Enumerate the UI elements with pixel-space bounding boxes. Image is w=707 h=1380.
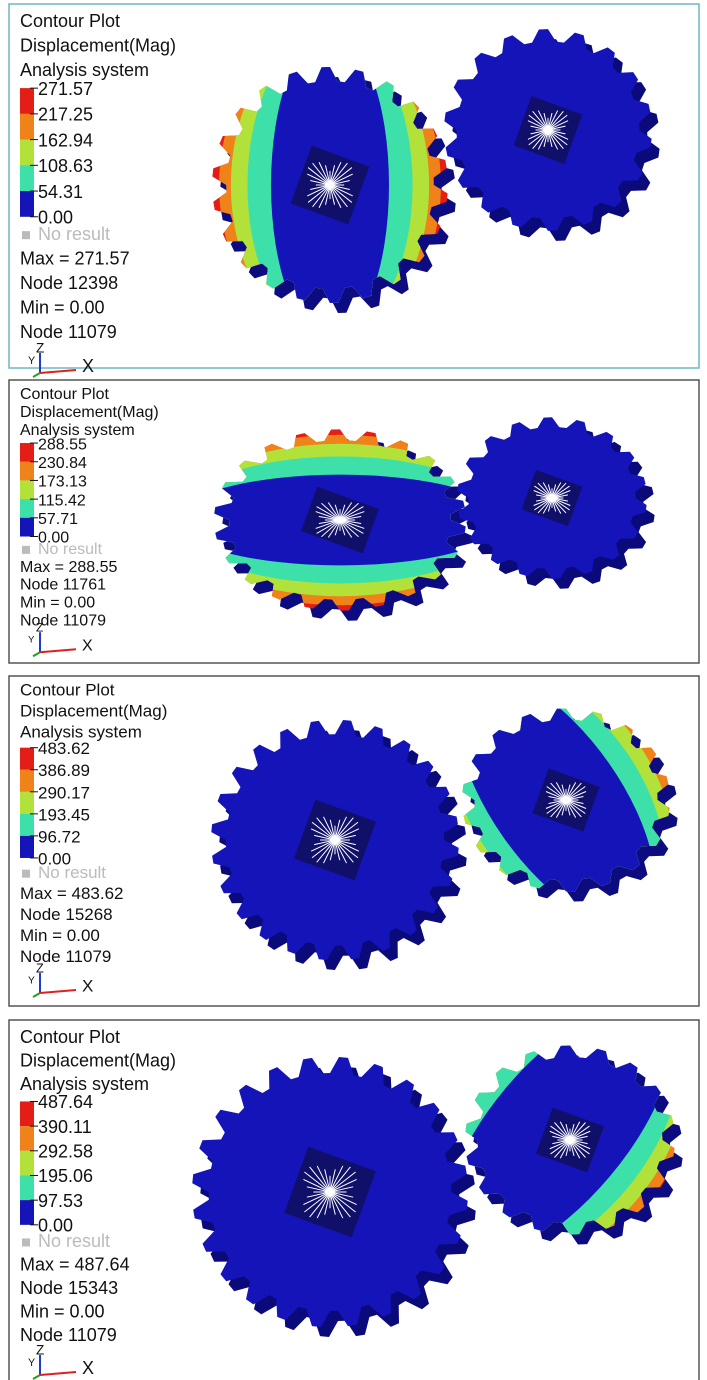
label: No result: [38, 863, 106, 882]
label: Y: [28, 976, 35, 987]
label: 193.45: [38, 805, 90, 824]
label: Min = 0.00: [20, 926, 100, 945]
label: Displacement(Mag): [20, 404, 159, 421]
label: Node 11079: [20, 612, 106, 629]
legend-swatch: [20, 191, 34, 217]
label: Node 15343: [20, 1278, 118, 1298]
no-result-swatch: [22, 1238, 30, 1246]
legend-swatch: [20, 1151, 34, 1176]
legend-swatch: [20, 518, 34, 537]
axis-z: [33, 373, 40, 377]
legend-swatch: [20, 836, 34, 858]
label: 97.53: [38, 1191, 83, 1211]
legend-swatch: [20, 1101, 34, 1126]
label: 217.25: [38, 105, 93, 125]
legend-swatch: [20, 480, 34, 499]
label: Displacement(Mag): [20, 1050, 176, 1070]
label: Displacement(Mag): [20, 701, 167, 720]
label: Y: [28, 1357, 35, 1369]
label: Z: [36, 620, 43, 634]
legend-swatch: [20, 499, 34, 518]
no-result-swatch: [22, 870, 30, 878]
label: Node 11761: [20, 577, 106, 594]
label: Max = 288.55: [20, 559, 118, 576]
label: Analysis system: [20, 60, 149, 80]
label: X: [82, 637, 93, 654]
legend-swatch: [20, 462, 34, 481]
label: 162.94: [38, 130, 93, 150]
label: Y: [28, 355, 35, 367]
label: Contour Plot: [20, 386, 109, 403]
label: Node 12398: [20, 273, 118, 293]
label: Min = 0.00: [20, 297, 105, 317]
screenshot: Contour PlotDisplacement(Mag)Analysis sy…: [0, 0, 707, 1380]
label: Z: [36, 341, 44, 356]
label: Z: [36, 1343, 44, 1358]
label: X: [82, 356, 94, 376]
legend-swatch: [20, 165, 34, 191]
legend-swatch: [20, 88, 34, 114]
legend-swatch: [20, 1126, 34, 1151]
label: Displacement(Mag): [20, 35, 176, 55]
label: Min = 0.00: [20, 1302, 105, 1322]
label: 96.72: [38, 827, 81, 846]
label: 290.17: [38, 783, 90, 802]
legend-swatch: [20, 814, 34, 836]
legend-swatch: [20, 1175, 34, 1200]
label: 173.13: [38, 474, 87, 491]
label: 57.71: [38, 511, 78, 528]
legend-swatch: [20, 770, 34, 792]
label: Node 11079: [20, 1325, 117, 1345]
label: Max = 487.64: [20, 1255, 130, 1275]
axis-x: [40, 370, 76, 373]
label: 487.64: [38, 1092, 93, 1112]
label: Node 11079: [20, 322, 117, 342]
legend-swatch: [20, 443, 34, 462]
label: Node 15268: [20, 905, 113, 924]
label: 271.57: [38, 79, 93, 99]
label: 108.63: [38, 156, 93, 176]
legend-swatch: [20, 748, 34, 770]
label: 292.58: [38, 1142, 93, 1162]
label: X: [82, 1358, 94, 1378]
label: X: [82, 976, 93, 995]
label: 288.55: [38, 436, 87, 453]
label: Y: [28, 635, 35, 646]
no-result-swatch: [22, 231, 30, 239]
label: Max = 271.57: [20, 248, 130, 268]
label: Contour Plot: [20, 11, 120, 31]
label: Max = 483.62: [20, 884, 124, 903]
label: Min = 0.00: [20, 594, 95, 611]
legend-swatch: [20, 140, 34, 166]
no-result-swatch: [22, 546, 30, 554]
legend-swatch: [20, 114, 34, 140]
label: Z: [36, 960, 44, 975]
label: 390.11: [38, 1117, 92, 1137]
label: 54.31: [38, 182, 83, 202]
label: No result: [38, 541, 103, 558]
legend-swatch: [20, 1200, 34, 1225]
label: Contour Plot: [20, 680, 115, 699]
label: No result: [38, 1231, 110, 1251]
label: 115.42: [38, 492, 86, 509]
label: 483.62: [38, 739, 90, 758]
label: 195.06: [38, 1166, 93, 1186]
legend-swatch: [20, 792, 34, 814]
label: Node 11079: [20, 947, 111, 966]
label: Contour Plot: [20, 1027, 120, 1047]
label: 230.84: [38, 455, 87, 472]
label: 386.89: [38, 761, 90, 780]
label: Analysis system: [20, 1074, 149, 1094]
label: No result: [38, 224, 110, 244]
